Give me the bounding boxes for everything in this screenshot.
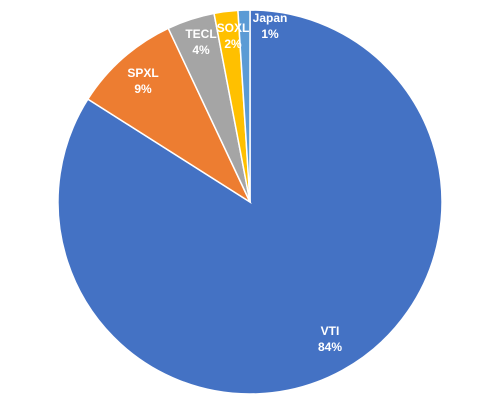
value-label: 4% [192,43,210,57]
slice-label: VTI [321,324,340,338]
slice-label: Japan [253,11,288,25]
value-label: 2% [224,37,242,51]
value-label: 84% [318,340,342,354]
value-label: 9% [134,82,152,96]
pie-slice [237,9,251,203]
pie-slice [86,27,252,205]
value-label: 1% [261,27,279,41]
slice-label: TECL [185,27,216,41]
slice-label: SPXL [127,66,158,80]
slice-label: SOXL [217,21,250,35]
